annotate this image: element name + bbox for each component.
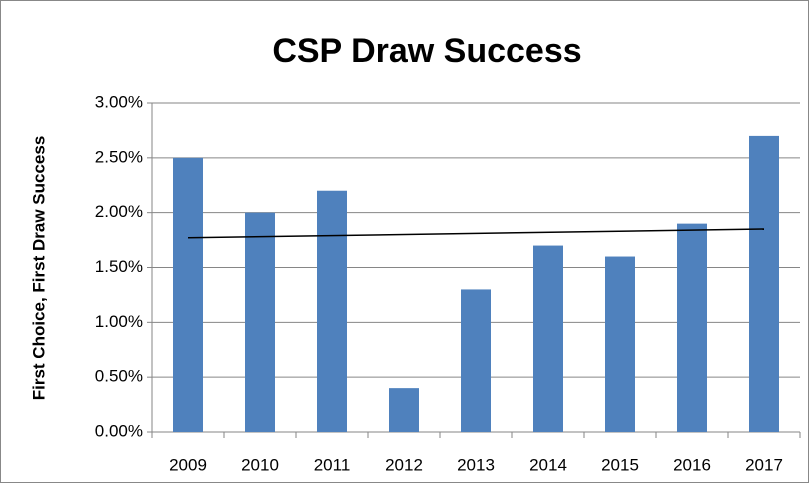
x-tick-label: 2011	[314, 455, 351, 474]
y-tick-label: 0.50%	[95, 367, 143, 386]
bar	[677, 223, 707, 432]
x-tick-label: 2012	[385, 455, 423, 474]
y-tick-label: 2.00%	[95, 202, 143, 221]
y-tick-label: 1.50%	[95, 257, 143, 276]
y-tick-label: 2.50%	[95, 147, 143, 166]
x-tick-label: 2013	[457, 455, 495, 474]
y-axis-label: First Choice, First Draw Success	[29, 136, 48, 401]
bar	[605, 256, 635, 432]
bar	[389, 388, 419, 432]
x-tick-label: 2017	[745, 455, 783, 474]
bar	[461, 289, 491, 432]
y-tick-label: 1.00%	[95, 312, 143, 331]
bar	[245, 212, 275, 432]
bar	[533, 245, 563, 432]
bar	[173, 157, 203, 433]
x-tick-label: 2009	[169, 455, 207, 474]
x-tick-label: 2016	[673, 455, 711, 474]
y-tick-label: 0.00%	[95, 421, 143, 440]
x-tick-label: 2010	[241, 455, 279, 474]
y-tick-label: 3.00%	[95, 92, 143, 111]
chart-title: CSP Draw Success	[272, 32, 581, 70]
bar	[317, 190, 347, 432]
bar	[749, 135, 779, 432]
x-tick-label: 2014	[529, 455, 567, 474]
x-tick-label: 2015	[601, 455, 639, 474]
trendline	[187, 228, 765, 239]
